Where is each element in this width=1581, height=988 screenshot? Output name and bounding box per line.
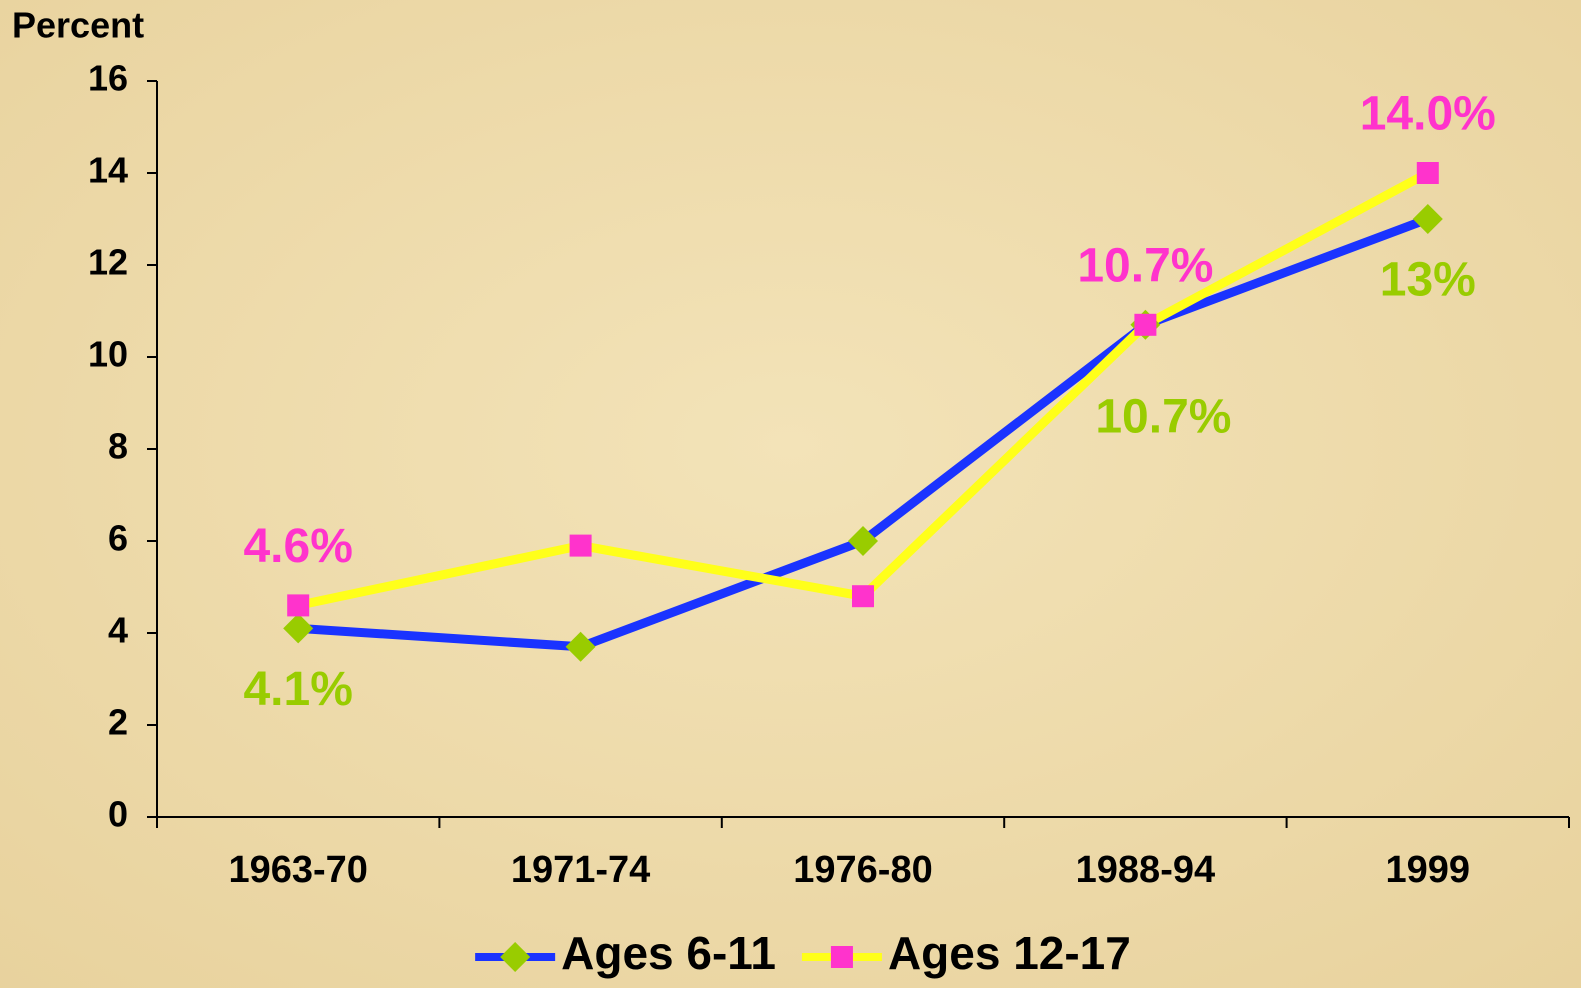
data-point (287, 594, 310, 617)
y-tick-label: 2 (108, 702, 128, 743)
y-tick-label: 0 (108, 794, 128, 835)
data-point (1416, 162, 1439, 184)
x-tick-label: 1976-80 (793, 849, 932, 891)
data-point (848, 526, 878, 556)
data-point (569, 534, 592, 557)
y-tick-label: 14 (88, 150, 128, 191)
x-tick-label: 1971-74 (511, 849, 650, 891)
y-tick-label: 12 (88, 242, 128, 283)
data-point (283, 613, 314, 644)
y-tick-label: 4 (108, 610, 128, 651)
legend-label: Ages 6-11 (561, 927, 776, 979)
legend: Ages 6-11 Ages 12-17 (475, 927, 1131, 979)
data-label: 4.1% (243, 663, 352, 716)
legend-marker (830, 946, 853, 968)
y-tick-label: 16 (88, 58, 128, 99)
data-label: 4.6% (243, 520, 352, 573)
y-tick-label: 10 (88, 334, 128, 375)
x-tick-label: 1988-94 (1076, 849, 1215, 891)
x-tick-label: 1999 (1386, 849, 1471, 891)
data-label: 13% (1380, 254, 1476, 307)
data-label: 14.0% (1360, 88, 1496, 141)
x-tick-label: 1963-70 (228, 849, 367, 891)
data-label: 10.7% (1077, 239, 1213, 292)
data-point (852, 585, 874, 608)
data-point (565, 631, 596, 662)
y-axis-label: Percent (12, 5, 144, 46)
data-label: 10.7% (1095, 390, 1231, 443)
data-point (1412, 204, 1443, 234)
y-tick-label: 6 (108, 518, 128, 559)
y-tick-label: 8 (108, 426, 128, 467)
legend-marker (500, 942, 531, 972)
data-point (1134, 313, 1157, 336)
legend-label: Ages 12-17 (888, 927, 1131, 979)
